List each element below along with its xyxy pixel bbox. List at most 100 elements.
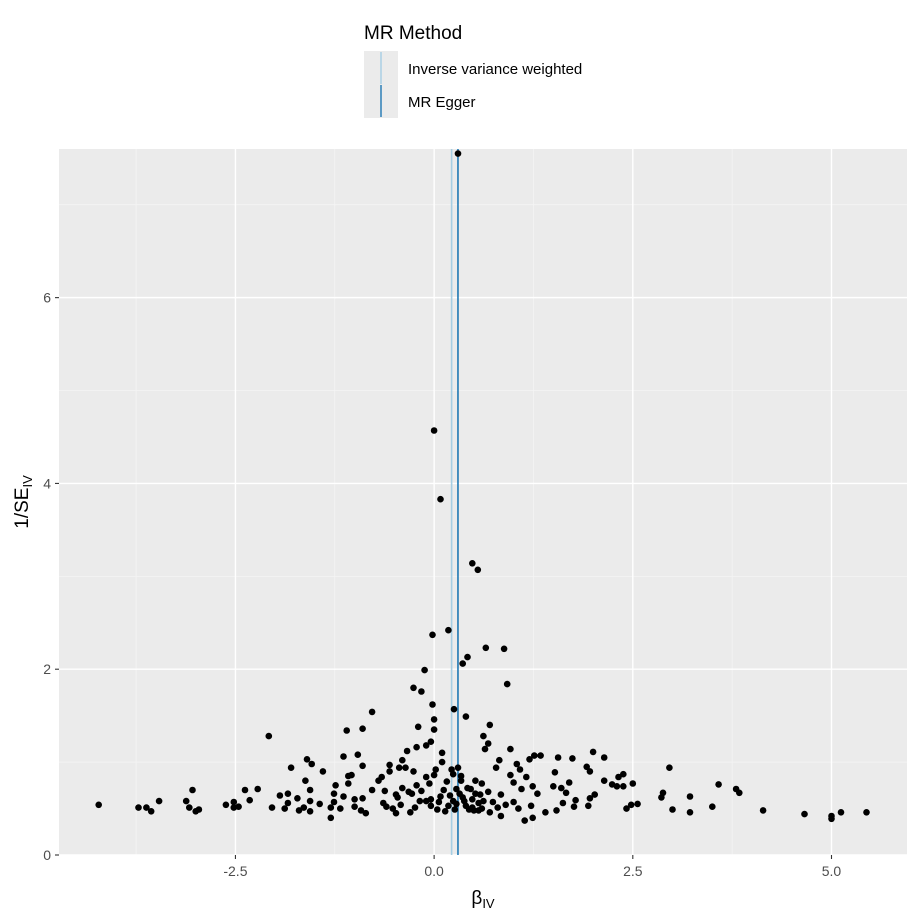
data-point [527,802,535,810]
data-point [430,726,438,733]
data-point [449,770,457,778]
data-point [494,804,502,811]
data-point [736,789,743,797]
data-point [426,780,433,787]
data-point [413,782,420,789]
y-tick-label: 6 [43,290,51,306]
data-point [386,761,393,769]
data-point [386,768,393,775]
data-point [327,814,335,822]
data-point [496,756,503,764]
x-axis-title: βIV [471,888,495,911]
data-point [308,760,316,768]
data-point [481,745,489,753]
data-point [620,770,627,778]
data-point [478,780,486,787]
data-point [268,804,276,811]
data-point [265,732,273,740]
data-points [95,150,870,824]
data-point [395,764,403,771]
data-point [421,666,428,674]
data-point [443,778,451,785]
data-point [658,794,665,801]
data-point [427,802,435,810]
y-axis: 0 2 4 6 [43,290,59,863]
data-point [450,705,458,713]
data-point [276,792,284,799]
x-tick-label: 2.5 [623,863,643,879]
data-point [686,793,694,800]
data-point [414,723,422,731]
data-point [554,754,562,761]
data-point [480,732,487,740]
data-point [281,805,289,812]
data-point [437,495,444,503]
data-point [516,766,524,773]
data-point [368,708,376,716]
data-point [389,805,397,812]
data-point [492,764,500,771]
y-tick-label: 0 [43,847,51,863]
data-point [629,780,637,787]
data-point [430,771,438,779]
data-point [715,781,722,788]
data-point [316,800,324,808]
data-point [486,721,494,729]
x-tick-label: 0.0 [424,863,444,879]
data-point [863,809,870,816]
data-point [332,782,339,789]
data-point [542,809,549,816]
data-point [500,645,508,653]
data-point [503,680,511,688]
data-point [359,795,366,802]
data-point [600,777,608,784]
data-point [613,783,621,790]
data-point [182,797,190,805]
data-point [462,713,470,720]
data-point [534,790,541,797]
data-point [416,797,424,805]
data-point [550,783,557,790]
data-point [287,764,295,771]
y-tick-label: 2 [43,661,51,677]
data-point [482,644,490,652]
data-point [330,790,338,797]
data-point [192,808,199,815]
data-point [446,792,454,799]
data-point [230,798,238,806]
data-point [330,798,338,806]
data-point [475,807,482,814]
data-point [359,725,366,732]
data-point [422,797,430,805]
data-point [306,797,314,805]
data-point [537,752,544,759]
data-point [327,804,335,811]
data-point [459,660,467,667]
legend: MR Method Inverse variance weighted MR E… [364,23,582,118]
data-point [222,801,230,809]
data-point [445,802,452,810]
data-point [451,806,459,813]
data-point [394,794,401,801]
data-point [135,804,142,811]
data-point [302,777,309,784]
data-point [403,747,411,755]
data-point [345,780,352,787]
data-point [558,784,565,792]
data-point [469,560,476,567]
data-point [445,626,452,634]
data-point [709,803,716,810]
data-point [518,785,525,793]
data-point [620,783,627,790]
data-point [531,752,538,759]
data-point [497,812,505,820]
data-point [429,701,436,708]
data-point [515,805,522,812]
data-point [351,796,358,803]
data-point [440,786,448,794]
data-point [407,809,414,816]
data-point [686,809,694,816]
data-point [669,806,676,813]
data-point [837,809,845,816]
